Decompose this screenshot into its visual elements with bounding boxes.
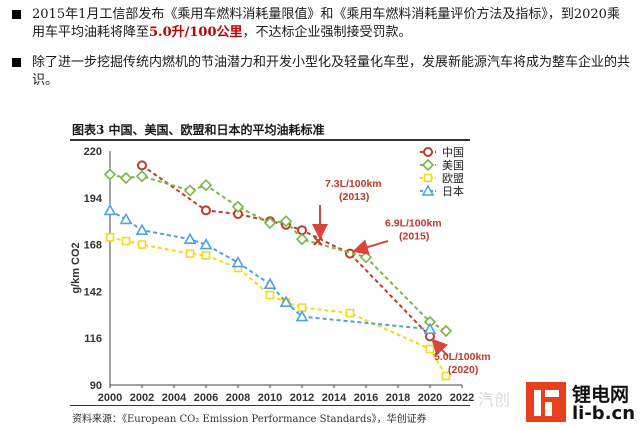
- legend-marker: [421, 184, 435, 196]
- x-tick-label: 2020: [418, 392, 442, 404]
- annotation-sublabel: (2015): [399, 231, 429, 243]
- data-point: [121, 236, 131, 246]
- data-point: [201, 251, 211, 260]
- data-point: [119, 212, 133, 225]
- legend-marker: [421, 158, 435, 172]
- x-tick-label: 2002: [130, 392, 154, 404]
- paragraph-1-part-b: ，不达标企业强制接受罚款。: [242, 25, 412, 40]
- series-line: [109, 236, 447, 377]
- data-point: [135, 170, 149, 183]
- target-cross-marker: [313, 236, 323, 246]
- data-point: [279, 215, 293, 228]
- legend-label: 美国: [442, 159, 464, 172]
- watermark-faded-text: 汽创: [478, 390, 511, 409]
- data-point: [295, 309, 309, 322]
- legend-label: 中国: [442, 146, 464, 159]
- series-line: [109, 173, 447, 332]
- libcn-logo: 锂电网 li-b.cn: [526, 378, 636, 426]
- data-point: [263, 277, 277, 290]
- legend-marker: [423, 173, 433, 183]
- logo-url-text: li-b.cn: [572, 403, 636, 424]
- x-tick-label: 2018: [386, 392, 410, 404]
- logo-cn-text: 锂电网: [572, 384, 630, 406]
- y-tick-label: 194: [84, 193, 103, 205]
- data-point: [135, 223, 149, 235]
- data-point: [201, 205, 211, 216]
- data-point: [105, 233, 115, 242]
- figure-source: 资料来源：《European CO₂ Emission Performance …: [72, 414, 427, 425]
- data-point: [295, 233, 309, 246]
- y-tick-label: 142: [84, 286, 102, 298]
- data-point: [183, 232, 197, 244]
- annotation-arrow: [352, 239, 389, 255]
- x-tick-label: 2008: [226, 392, 250, 404]
- x-tick-label: 2010: [258, 392, 282, 404]
- legend-label: 欧盟: [442, 172, 464, 185]
- annotation-arrow: [431, 338, 449, 357]
- data-point: [137, 240, 147, 249]
- x-tick-label: 2006: [194, 392, 218, 404]
- data-point: [345, 308, 355, 318]
- bullet-paragraph-1: 2015年1月工信部发布《乘用车燃料消耗量限值》和《乘用车燃料消耗量评价方法及指…: [12, 6, 632, 42]
- data-point: [297, 225, 307, 236]
- figure-title: 图表3 中国、美国、欧盟和日本的平均油耗标准: [72, 123, 325, 137]
- x-tick-label: 2014: [322, 392, 347, 404]
- paragraph-1-text: 2015年1月工信部发布《乘用车燃料消耗量限值》和《乘用车燃料消耗量评价方法及指…: [32, 6, 632, 42]
- x-tick-label: 2004: [162, 392, 187, 404]
- data-point: [231, 200, 245, 213]
- annotation-label: 5.0L/100km: [434, 351, 491, 363]
- x-tick-label: 2000: [98, 392, 122, 404]
- data-point: [137, 160, 147, 171]
- y-tick-label: 220: [84, 146, 102, 158]
- data-point: [263, 216, 277, 230]
- y-tick-label: 116: [84, 333, 102, 345]
- data-point: [279, 295, 293, 308]
- figure-top-rule: [70, 139, 470, 141]
- data-point: [199, 179, 213, 192]
- paragraph-1-part-a: 2015年1月工信部发布《乘用车燃料消耗量限值》和《乘用车燃料消耗量评价方法及指…: [32, 7, 620, 40]
- paragraph-2-text: 除了进一步挖掘传统内燃机的节油潜力和开发小型化及轻量化车型，发展新能源汽车将成为…: [32, 55, 631, 88]
- data-point: [423, 322, 437, 335]
- data-point: [425, 344, 435, 354]
- data-point: [359, 251, 373, 264]
- data-point: [103, 168, 117, 181]
- x-tick-label: 2022: [450, 392, 474, 404]
- legend-label: 日本: [442, 184, 464, 198]
- y-axis-label: g/km CO2: [70, 242, 82, 293]
- bullet-square-icon: [12, 58, 21, 67]
- y-tick-label: 168: [84, 240, 102, 252]
- series-line: [109, 209, 431, 331]
- bullet-square-icon: [12, 10, 21, 19]
- x-tick-label: 2016: [354, 392, 378, 404]
- legend-marker: [423, 147, 433, 157]
- annotation-sublabel: (2013): [339, 191, 369, 203]
- data-point: [441, 371, 451, 381]
- data-point: [119, 171, 133, 185]
- figure-bottom-rule: [70, 405, 470, 406]
- logo-mark-icon: [526, 382, 566, 422]
- annotation-label: 6.9L/100km: [385, 218, 442, 230]
- paragraph-1-highlight: 5.0升/100公里: [149, 25, 243, 40]
- annotation-label: 7.3L/100km: [325, 178, 382, 190]
- data-point: [439, 324, 453, 338]
- annotation-sublabel: (2020): [448, 364, 478, 376]
- data-point: [199, 237, 213, 250]
- y-tick-label: 90: [90, 380, 102, 392]
- data-point: [103, 203, 117, 216]
- x-tick-label: 2012: [290, 392, 314, 404]
- data-point: [185, 249, 195, 258]
- data-point: [183, 184, 197, 197]
- data-point: [231, 255, 245, 268]
- data-point: [265, 290, 275, 300]
- bullet-paragraph-2: 除了进一步挖掘传统内燃机的节油潜力和开发小型化及轻量化车型，发展新能源汽车将成为…: [12, 54, 632, 90]
